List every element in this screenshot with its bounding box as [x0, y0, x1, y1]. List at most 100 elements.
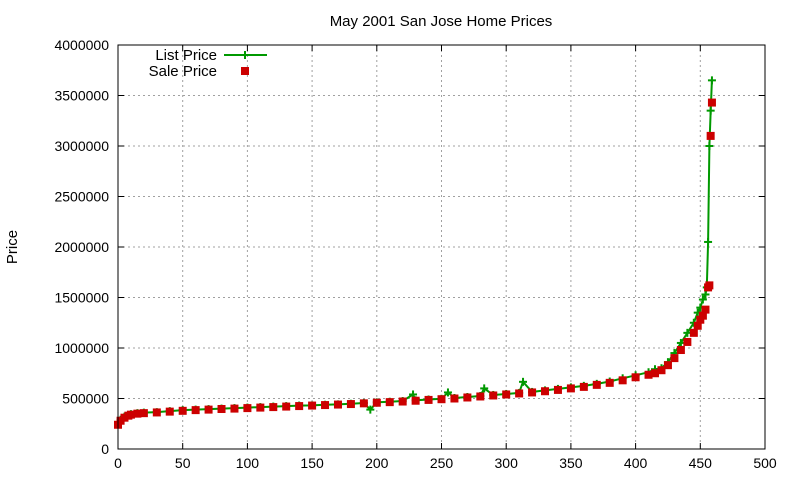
y-tick-label: 1500000 [54, 290, 109, 306]
x-tick-label: 50 [175, 455, 191, 471]
data-point-sale-price [308, 401, 317, 410]
chart-title: May 2001 San Jose Home Prices [330, 13, 553, 30]
x-tick-label: 500 [753, 455, 777, 471]
data-point-sale-price [476, 392, 485, 401]
x-tick-label: 100 [236, 455, 260, 471]
data-point-sale-price [321, 401, 330, 410]
data-point-sale-price [152, 408, 161, 417]
data-point-sale-price [178, 406, 187, 415]
data-point-sale-price [191, 406, 200, 415]
y-tick-label: 4000000 [54, 37, 109, 53]
plot-frame [117, 44, 766, 450]
data-point-sale-price [126, 410, 135, 419]
data-point-sale-price [696, 315, 705, 324]
y-tick-label: 500000 [62, 391, 109, 407]
data-point-list-price [706, 106, 715, 115]
data-point-sale-price [701, 305, 710, 314]
data-point-sale-price [502, 390, 511, 399]
y-tick-label: 3000000 [54, 138, 109, 154]
data-point-sale-price [689, 328, 698, 337]
legend-label-list-price: List Price [155, 47, 217, 64]
data-point-sale-price [411, 396, 420, 405]
data-point-sale-price [706, 131, 715, 140]
data-point-sale-price [663, 361, 672, 370]
series-layer [114, 76, 716, 429]
data-point-sale-price [553, 385, 562, 394]
data-point-sale-price [243, 404, 252, 413]
legend: List Price Sale Price [149, 47, 267, 80]
data-point-sale-price [217, 405, 226, 414]
data-point-sale-price [463, 393, 472, 402]
data-point-sale-price [644, 370, 653, 379]
data-point-sale-price [359, 399, 368, 408]
data-point-sale-price [385, 398, 394, 407]
x-tick-label: 300 [495, 455, 519, 471]
data-point-sale-price [515, 389, 524, 398]
y-tick-label: 1000000 [54, 340, 109, 356]
data-point-sale-price [489, 391, 498, 400]
series-sale-price [114, 98, 716, 429]
data-point-sale-price [269, 403, 278, 412]
data-point-sale-price [424, 395, 433, 404]
x-tick-label: 400 [624, 455, 648, 471]
y-tick-label: 0 [101, 441, 109, 457]
data-point-sale-price [165, 407, 174, 416]
data-point-list-price [519, 377, 528, 386]
data-point-sale-price [651, 369, 660, 378]
data-point-sale-price [698, 311, 707, 320]
data-point-sale-price [592, 380, 601, 389]
data-point-sale-price [282, 402, 291, 411]
data-point-list-price [704, 237, 713, 246]
data-point-sale-price [618, 376, 627, 385]
data-point-sale-price [230, 404, 239, 413]
data-point-list-price [707, 76, 716, 85]
series-line-list-price [117, 80, 713, 425]
data-point-sale-price [605, 378, 614, 387]
data-point-sale-price [670, 354, 679, 363]
data-point-sale-price [693, 321, 702, 330]
data-point-sale-price [133, 409, 142, 418]
data-point-list-price [366, 405, 375, 414]
y-tick-label: 3500000 [54, 88, 109, 104]
data-point-sale-price [676, 346, 685, 355]
x-tick-label: 200 [365, 455, 389, 471]
x-tick-label: 350 [559, 455, 583, 471]
tick-layer: 0 50 100 150 200 250 300 350 400 450 500 0 500000 100… [54, 37, 776, 471]
data-point-list-price [705, 142, 714, 150]
x-tick-label: 250 [430, 455, 454, 471]
data-point-sale-price [579, 382, 588, 391]
data-point-list-price [698, 295, 707, 304]
series-list-price [114, 76, 716, 428]
data-point-sale-price [295, 402, 304, 411]
data-point-sale-price [372, 398, 381, 407]
data-point-sale-price [528, 388, 537, 397]
data-point-sale-price [398, 397, 407, 406]
legend-marker-sale-price [241, 67, 249, 75]
y-tick-label: 2500000 [54, 189, 109, 205]
data-point-sale-price [541, 387, 550, 396]
x-tick-label: 450 [689, 455, 713, 471]
data-point-sale-price [683, 337, 692, 346]
data-point-sale-price [450, 394, 459, 403]
data-point-list-price [443, 388, 452, 397]
grid-layer [118, 45, 765, 449]
data-point-sale-price [256, 403, 265, 412]
data-point-sale-price [707, 98, 716, 107]
legend-marker-list-price [241, 51, 249, 59]
data-point-list-price [480, 384, 489, 393]
data-point-sale-price [705, 281, 714, 290]
data-point-sale-price [631, 373, 640, 382]
data-point-sale-price [346, 400, 355, 409]
legend-label-sale-price: Sale Price [149, 63, 217, 80]
data-point-sale-price [657, 366, 666, 375]
data-point-sale-price [204, 405, 213, 414]
data-point-sale-price [333, 400, 342, 409]
y-tick-label: 2000000 [54, 239, 109, 255]
y-axis-label: Price [4, 230, 21, 264]
x-tick-label: 0 [114, 455, 122, 471]
data-point-sale-price [566, 384, 575, 393]
data-point-list-price [701, 290, 710, 299]
x-tick-label: 150 [300, 455, 324, 471]
data-point-sale-price [437, 395, 446, 404]
